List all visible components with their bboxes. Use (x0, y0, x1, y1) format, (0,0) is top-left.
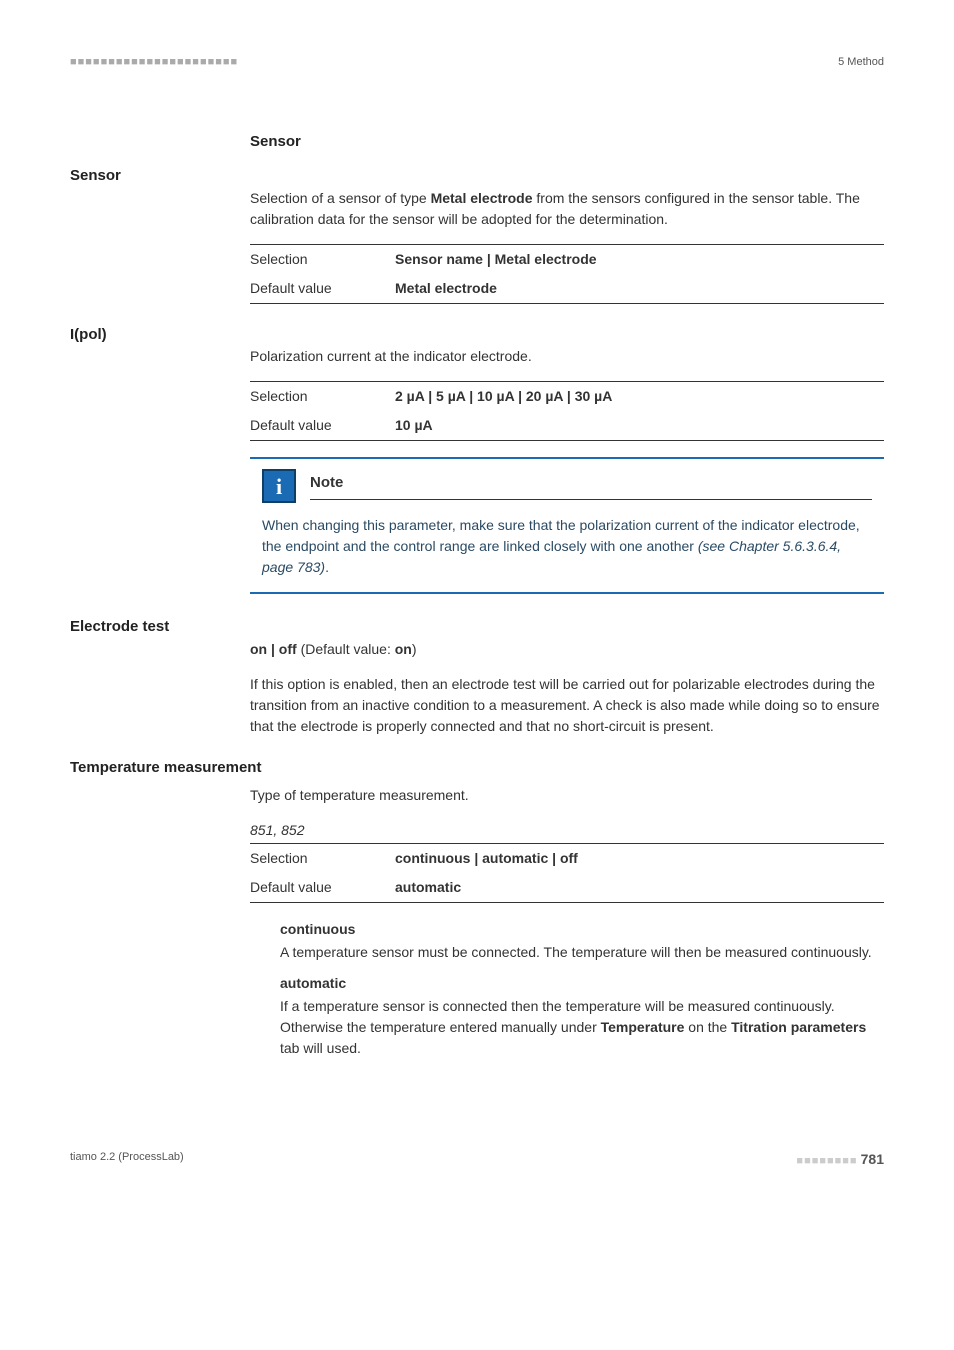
cell-key: Default value (250, 411, 395, 441)
onoff-post: ) (412, 641, 417, 657)
footer-left: tiamo 2.2 (ProcessLab) (70, 1149, 184, 1170)
info-icon: i (262, 469, 296, 503)
def-body: If a temperature sensor is connected the… (280, 996, 884, 1059)
note-header: i Note (262, 469, 872, 503)
auto-b2: Titration parameters (731, 1019, 866, 1035)
def-term: automatic (280, 973, 884, 994)
page-footer: tiamo 2.2 (ProcessLab) ■■■■■■■■ 781 (70, 1149, 884, 1170)
electrode-onoff: on | off (Default value: on) (250, 639, 884, 660)
ipol-section: I(pol) Polarization current at the indic… (70, 324, 884, 595)
table-row: Default value automatic (250, 873, 884, 903)
sensor-desc-bold: Metal electrode (431, 190, 533, 206)
auto-post: tab will used. (280, 1040, 361, 1056)
table-row: Default value Metal electrode (250, 274, 884, 304)
cell-key: Default value (250, 873, 395, 903)
header-section: 5 Method (838, 54, 884, 71)
device-list: 851, 852 (250, 820, 884, 841)
cell-value: Sensor name | Metal electrode (395, 244, 884, 274)
table-row: Selection continuous | automatic | off (250, 844, 884, 874)
cell-key: Selection (250, 844, 395, 874)
footer-right: ■■■■■■■■ 781 (796, 1149, 884, 1170)
temperature-label: Temperature measurement (70, 757, 884, 780)
temperature-desc: Type of temperature measurement. (250, 785, 884, 806)
electrode-label: Electrode test (70, 616, 250, 639)
cell-value: 10 µA (395, 411, 884, 441)
electrode-section: Electrode test on | off (Default value: … (70, 616, 884, 737)
temperature-section: Temperature measurement Type of temperat… (70, 757, 884, 1060)
cell-value: automatic (395, 873, 884, 903)
def-term: continuous (280, 919, 884, 940)
def-body: A temperature sensor must be connected. … (280, 942, 884, 963)
def-automatic: automatic If a temperature sensor is con… (280, 973, 884, 1059)
cell-key: Default value (250, 274, 395, 304)
cell-key: Selection (250, 244, 395, 274)
header-dashes: ■■■■■■■■■■■■■■■■■■■■■■ (70, 54, 238, 71)
sensor-section: Sensor Selection of a sensor of type Met… (70, 165, 884, 304)
cell-key: Selection (250, 382, 395, 412)
onoff-mid: (Default value: (297, 641, 395, 657)
note-body: When changing this parameter, make sure … (262, 515, 872, 578)
onoff-options: on | off (250, 641, 297, 657)
cell-value: continuous | automatic | off (395, 844, 884, 874)
note-title: Note (310, 472, 872, 500)
sensor-desc-pre: Selection of a sensor of type (250, 190, 431, 206)
table-row: Selection Sensor name | Metal electrode (250, 244, 884, 274)
ipol-table: Selection 2 µA | 5 µA | 10 µA | 20 µA | … (250, 381, 884, 441)
table-row: Selection 2 µA | 5 µA | 10 µA | 20 µA | … (250, 382, 884, 412)
ipol-label: I(pol) (70, 324, 250, 347)
sensor-table: Selection Sensor name | Metal electrode … (250, 244, 884, 304)
page-header: ■■■■■■■■■■■■■■■■■■■■■■ 5 Method (70, 54, 884, 71)
sensor-desc: Selection of a sensor of type Metal elec… (250, 188, 884, 230)
def-continuous: continuous A temperature sensor must be … (280, 919, 884, 963)
section-heading-sensor: Sensor (250, 131, 884, 154)
table-row: Default value 10 µA (250, 411, 884, 441)
electrode-desc: If this option is enabled, then an elect… (250, 674, 884, 737)
ipol-desc: Polarization current at the indicator el… (250, 346, 884, 367)
auto-b1: Temperature (601, 1019, 685, 1035)
note-box: i Note When changing this parameter, mak… (250, 457, 884, 594)
auto-mid: on the (684, 1019, 731, 1035)
footer-page-number: 781 (861, 1151, 884, 1167)
sensor-label: Sensor (70, 165, 250, 188)
footer-dashes: ■■■■■■■■ (796, 1155, 857, 1167)
note-body-post: . (325, 559, 329, 575)
cell-value: Metal electrode (395, 274, 884, 304)
onoff-val: on (395, 641, 412, 657)
temperature-table: Selection continuous | automatic | off D… (250, 843, 884, 903)
cell-value: 2 µA | 5 µA | 10 µA | 20 µA | 30 µA (395, 382, 884, 412)
